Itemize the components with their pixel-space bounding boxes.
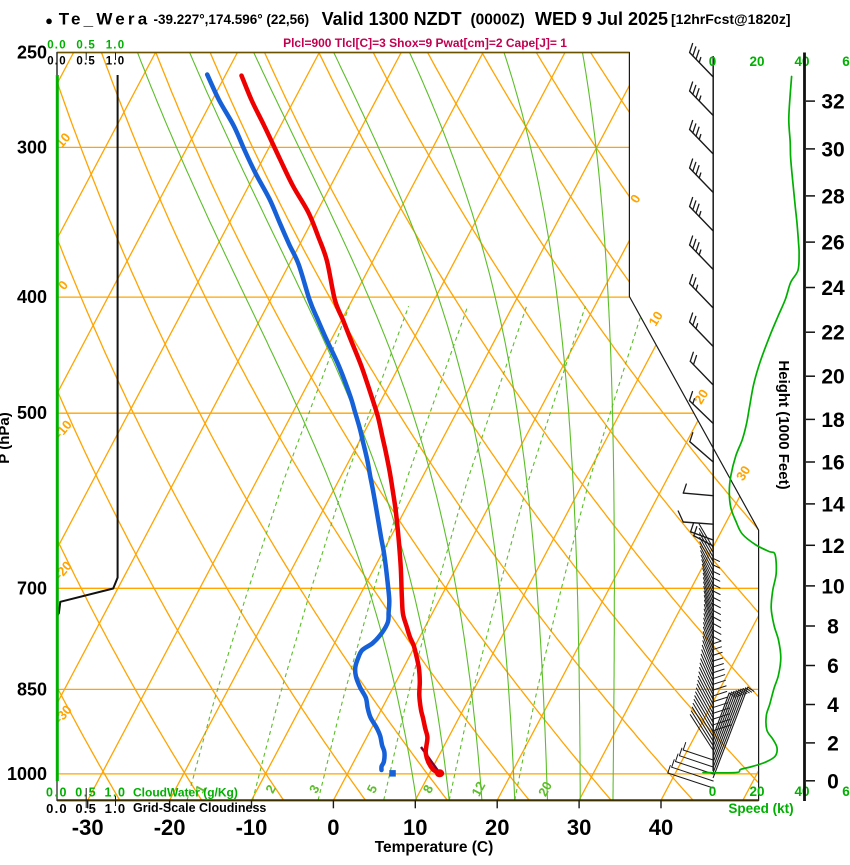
- svg-text:20: 20: [691, 387, 711, 407]
- svg-text:30: 30: [733, 463, 753, 483]
- svg-text:14: 14: [821, 493, 845, 516]
- svg-text:12: 12: [821, 535, 844, 558]
- svg-text:Height (1000 Feet): Height (1000 Feet): [775, 360, 792, 489]
- svg-text:12: 12: [468, 779, 488, 799]
- svg-text:20: 20: [485, 815, 509, 840]
- svg-text:20: 20: [749, 784, 764, 799]
- svg-text:32: 32: [821, 91, 844, 114]
- svg-text:0.5: 0.5: [75, 786, 97, 800]
- svg-text:40: 40: [794, 784, 809, 799]
- svg-text:4: 4: [827, 694, 839, 717]
- svg-text:0.0: 0.0: [46, 786, 68, 800]
- svg-text:Speed (kt): Speed (kt): [728, 801, 793, 816]
- svg-text:6: 6: [842, 54, 850, 69]
- svg-text:1.0: 1.0: [105, 786, 127, 800]
- svg-text:-10: -10: [236, 815, 268, 840]
- svg-text:Grid-Scale Cloudiness: Grid-Scale Cloudiness: [133, 801, 266, 815]
- svg-text:250: 250: [17, 43, 47, 63]
- svg-text:0.0: 0.0: [47, 40, 67, 52]
- svg-text:-30: -30: [72, 815, 104, 840]
- svg-text:18: 18: [821, 409, 845, 432]
- svg-text:CloudWater (g/Kg): CloudWater (g/Kg): [133, 786, 238, 800]
- svg-text:(0000Z): (0000Z): [471, 12, 525, 29]
- svg-text:8: 8: [827, 616, 839, 639]
- svg-text:0: 0: [327, 815, 339, 840]
- svg-text:P (hPa): P (hPa): [0, 412, 13, 463]
- svg-text:16: 16: [821, 452, 844, 475]
- svg-text:26: 26: [821, 232, 844, 255]
- svg-text:30: 30: [821, 138, 844, 161]
- svg-text:20: 20: [535, 779, 555, 799]
- svg-text:700: 700: [17, 578, 47, 598]
- svg-text:22: 22: [821, 322, 844, 345]
- svg-text:0.5: 0.5: [76, 56, 96, 68]
- svg-text:0.0: 0.0: [46, 801, 68, 816]
- svg-text:0: 0: [709, 784, 717, 799]
- svg-text:0.5: 0.5: [76, 40, 96, 52]
- svg-text:1.0: 1.0: [106, 56, 126, 68]
- svg-text:20: 20: [749, 54, 764, 69]
- svg-text:10: 10: [403, 815, 427, 840]
- svg-text:24: 24: [821, 277, 845, 300]
- svg-text:20: 20: [821, 366, 844, 389]
- svg-text:●: ●: [45, 13, 53, 28]
- svg-text:850: 850: [17, 679, 47, 699]
- svg-text:Temperature (C): Temperature (C): [375, 839, 494, 856]
- svg-text:[12hrFcst@1820z]: [12hrFcst@1820z]: [671, 11, 790, 27]
- svg-text:10: 10: [645, 309, 665, 329]
- svg-text:Valid 1300 NZDT: Valid 1300 NZDT: [322, 9, 462, 29]
- svg-text:28: 28: [821, 185, 845, 208]
- svg-text:400: 400: [17, 287, 47, 307]
- svg-text:6: 6: [842, 784, 850, 799]
- svg-text:WED 9 Jul 2025: WED 9 Jul 2025: [535, 9, 668, 29]
- svg-text:Te_Wera: Te_Wera: [59, 10, 151, 29]
- svg-text:Plcl=900 Tlcl[C]=3 Shox=9 Pwat: Plcl=900 Tlcl[C]=3 Shox=9 Pwat[cm]=2 Cap…: [283, 36, 567, 50]
- svg-text:0.5: 0.5: [75, 801, 97, 816]
- svg-text:2: 2: [827, 732, 839, 755]
- svg-text:500: 500: [17, 403, 47, 423]
- svg-text:40: 40: [649, 815, 673, 840]
- svg-text:-39.227°,174.596° (22,56): -39.227°,174.596° (22,56): [154, 12, 310, 27]
- svg-text:6: 6: [827, 655, 839, 678]
- svg-text:30: 30: [567, 815, 591, 840]
- svg-text:0: 0: [709, 54, 717, 69]
- svg-text:0: 0: [827, 770, 839, 793]
- svg-text:-20: -20: [154, 815, 186, 840]
- svg-text:40: 40: [794, 54, 809, 69]
- svg-text:1.0: 1.0: [106, 40, 126, 52]
- svg-text:10: 10: [821, 575, 844, 598]
- svg-text:1.0: 1.0: [105, 801, 127, 816]
- svg-text:1000: 1000: [7, 764, 47, 784]
- svg-text:300: 300: [17, 137, 47, 157]
